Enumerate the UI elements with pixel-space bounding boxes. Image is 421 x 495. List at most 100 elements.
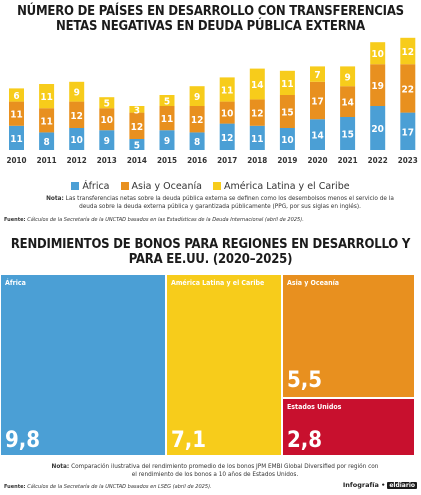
treemap-tile-latam: América Latina y el Caribe 7,1 [167, 275, 281, 455]
treemap-source: Fuente: Cálculos de la Secretaría de la … [4, 484, 212, 491]
data-label-africa-2014: 5 [134, 141, 140, 152]
data-label-latam-2018: 14 [251, 80, 264, 91]
treemap-tile-asia: Asia y Oceanía 5,5 [283, 275, 414, 397]
data-label-asia-2020: 17 [311, 97, 324, 108]
bar-segment-latam-2020 [310, 66, 325, 82]
tile-label-asia: Asia y Oceanía [287, 279, 340, 287]
data-label-africa-2011: 8 [43, 137, 49, 148]
bar-segment-asia-2014 [129, 112, 145, 139]
chart-source: Fuente: Cálculos de la Secretaría de la … [4, 217, 304, 224]
bar-segment-africa-2016 [189, 132, 205, 150]
legend-item-asia: Asia y Oceanía [120, 181, 202, 192]
data-label-asia-2015: 11 [161, 114, 174, 125]
data-label-latam-2013: 5 [104, 99, 110, 110]
x-tick-label-2013: 2013 [97, 156, 117, 165]
bar-segment-latam-2016 [189, 86, 205, 106]
data-label-latam-2014: 3 [134, 105, 140, 116]
x-tick-label-2011: 2011 [37, 156, 57, 165]
data-label-asia-2010: 11 [10, 110, 23, 121]
data-label-asia-2014: 12 [131, 122, 144, 133]
data-label-latam-2019: 11 [281, 79, 294, 90]
note-label: Nota: [46, 194, 64, 202]
bar-segment-asia-2011 [39, 108, 55, 133]
x-tick-label-2023: 2023 [398, 156, 418, 165]
data-label-africa-2020: 14 [311, 131, 324, 142]
data-label-africa-2012: 10 [70, 135, 83, 146]
bar-segment-africa-2011 [39, 132, 55, 150]
data-label-latam-2020: 7 [314, 70, 320, 81]
bar-segment-asia-2022 [370, 64, 386, 106]
x-tick-label-2016: 2016 [187, 156, 207, 165]
tile-value-us: 2,8 [287, 428, 323, 453]
source-label: Fuente: [4, 217, 26, 223]
bar-segment-latam-2010 [9, 88, 24, 102]
x-tick-label-2022: 2022 [368, 156, 388, 165]
publisher-credit: Infografía • eldiario [343, 481, 417, 489]
data-label-latam-2010: 6 [13, 91, 19, 102]
bar-segment-latam-2014 [129, 106, 145, 113]
bar-segment-asia-2019 [279, 95, 295, 128]
bar-segment-latam-2015 [159, 95, 175, 106]
bar-segment-asia-2020 [310, 81, 325, 120]
legend-label-africa: África [82, 181, 110, 192]
data-label-africa-2023: 17 [402, 127, 415, 138]
data-label-africa-2016: 8 [194, 137, 200, 148]
data-label-asia-2011: 11 [40, 116, 53, 127]
bar-segment-asia-2015 [159, 106, 175, 131]
x-tick-label-2010: 2010 [6, 156, 26, 165]
x-tick-label-2018: 2018 [247, 156, 267, 165]
bar-segment-latam-2019 [279, 70, 295, 95]
data-label-latam-2015: 5 [164, 97, 170, 108]
bar-segment-africa-2014 [129, 139, 145, 150]
data-label-africa-2018: 11 [251, 134, 264, 145]
credit-label: Infografía • [342, 481, 386, 489]
chart-title: NÚMERO DE PAÍSES EN DESARROLLO CON TRANS… [17, 4, 404, 34]
legend-swatch-asia [120, 182, 129, 190]
tile-label-latam: América Latina y el Caribe [171, 279, 265, 287]
bar-segment-asia-2023 [400, 64, 416, 113]
x-tick-label-2020: 2020 [307, 156, 327, 165]
data-label-latam-2012: 9 [74, 88, 80, 99]
data-label-asia-2019: 15 [281, 108, 294, 119]
data-label-latam-2022: 10 [371, 49, 384, 60]
data-label-africa-2021: 15 [341, 130, 354, 141]
note-label: Nota: [51, 462, 70, 470]
chart-note: Nota: Las transferencias netas sobre la … [40, 194, 400, 210]
bar-segment-africa-2012 [69, 128, 85, 150]
legend-item-latam: América Latina y el Caribe [213, 181, 350, 192]
data-label-africa-2013: 9 [104, 136, 110, 147]
bar-segment-asia-2016 [189, 106, 205, 133]
data-label-asia-2017: 10 [221, 109, 234, 120]
bar-segment-latam-2018 [249, 68, 265, 100]
bar-segment-africa-2010 [9, 125, 24, 150]
data-label-latam-2023: 12 [402, 47, 415, 58]
bar-segment-africa-2023 [400, 112, 416, 150]
bar-segment-latam-2017 [219, 77, 235, 102]
bar-segment-africa-2020 [310, 119, 325, 150]
legend-item-africa: África [71, 181, 110, 192]
x-tick-label-2017: 2017 [217, 156, 237, 165]
bar-segment-africa-2019 [279, 128, 295, 150]
bar-segment-africa-2021 [340, 117, 356, 150]
stacked-bar-chart: 11 11 6 2010 8 11 11 2011 10 12 9 2012 9 10 5 2013 5 12 3 2… [6, 37, 418, 165]
tile-label-africa: África [5, 279, 26, 287]
note-text: Las transferencias netas sobre la deuda … [65, 194, 394, 210]
bar-segment-latam-2011 [39, 84, 55, 109]
data-label-africa-2010: 11 [10, 134, 23, 145]
bar-segment-africa-2017 [219, 123, 235, 150]
bar-segment-asia-2010 [9, 101, 24, 126]
data-label-asia-2022: 19 [371, 81, 384, 92]
bar-segment-asia-2018 [249, 99, 265, 126]
bar-segment-africa-2015 [159, 130, 175, 150]
treemap-tile-us: Estados Unidos 2,8 [283, 399, 414, 455]
bar-segment-africa-2022 [370, 106, 386, 150]
bar-segment-latam-2022 [370, 42, 386, 65]
bar-segment-latam-2023 [400, 37, 416, 65]
tile-label-us: Estados Unidos [287, 403, 342, 411]
x-tick-label-2012: 2012 [67, 156, 87, 165]
bar-segment-asia-2012 [69, 101, 85, 128]
legend-swatch-latam [213, 182, 221, 190]
x-tick-label-2019: 2019 [277, 156, 297, 165]
treemap-tile-africa: África 9,8 [1, 275, 165, 455]
data-label-africa-2015: 9 [164, 136, 170, 147]
